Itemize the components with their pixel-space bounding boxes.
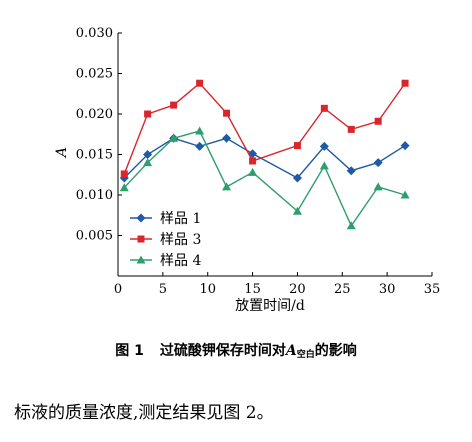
diamond-marker [373, 158, 383, 168]
triangle-marker [195, 126, 205, 135]
legend-item: 样品 4 [130, 253, 201, 269]
triangle-marker [136, 255, 146, 264]
chart-ticks: 0 5 10 15 20 25 30 35 0.005 0.010 0.015 0.020 0.025 0… [76, 26, 440, 297]
y-tick-label: 0.005 [76, 229, 113, 244]
square-marker [249, 157, 257, 165]
x-tick-label: 30 [379, 282, 396, 297]
diamond-marker [319, 141, 329, 151]
square-marker [137, 235, 145, 243]
x-tick-label: 20 [289, 282, 306, 297]
series-1 [119, 133, 410, 183]
diamond-marker [195, 141, 205, 151]
figure-number: 图 1 [115, 343, 144, 359]
series-3 [119, 126, 410, 230]
triangle-marker [119, 183, 129, 192]
triangle-marker [319, 161, 329, 170]
x-tick-label: 35 [424, 282, 441, 297]
square-marker [401, 79, 409, 87]
square-marker [170, 101, 178, 109]
square-marker [120, 170, 128, 178]
diamond-marker [346, 166, 356, 176]
square-marker [223, 109, 231, 117]
y-tick-label: 0.020 [76, 107, 113, 122]
diamond-marker [136, 213, 146, 223]
diamond-marker [222, 133, 232, 143]
figure-caption: 图 1 过硫酸钾保存时间对A空白的影响 [0, 340, 472, 360]
legend-label: 样品 4 [160, 253, 201, 269]
caption-title-sub: 空白 [296, 350, 315, 360]
x-axis-label: 放置时间/d [235, 298, 305, 314]
square-marker [374, 117, 382, 125]
legend-item: 样品 3 [130, 232, 201, 248]
triangle-marker [400, 190, 410, 199]
caption-title-var: A [285, 343, 297, 359]
series-2 [120, 79, 409, 178]
triangle-marker [292, 206, 302, 215]
diamond-marker [292, 173, 302, 183]
chart-legend: 样品 1 样品 3 样品 4 [130, 211, 201, 269]
diamond-marker [248, 149, 258, 159]
triangle-marker [143, 158, 153, 167]
diamond-marker [143, 150, 153, 159]
chart-series [119, 79, 410, 230]
legend-label: 样品 3 [160, 232, 201, 248]
square-marker [347, 125, 355, 133]
square-marker [320, 104, 328, 112]
y-tick-label: 0.030 [76, 26, 113, 41]
triangle-marker [222, 182, 232, 191]
x-tick-label: 25 [334, 282, 351, 297]
y-tick-label: 0.025 [76, 67, 113, 82]
x-tick-label: 10 [199, 282, 216, 297]
legend-label: 样品 1 [160, 211, 201, 227]
x-tick-label: 0 [114, 282, 122, 297]
caption-title-prefix: 过硫酸钾保存时间对 [159, 343, 286, 359]
square-marker [144, 110, 152, 118]
triangle-marker [169, 133, 179, 142]
body-paragraph: 标液的质量浓度,测定结果见图 2。 [14, 403, 274, 423]
triangle-marker [346, 221, 356, 230]
x-tick-label: 15 [244, 282, 261, 297]
square-marker [293, 142, 301, 150]
y-tick-label: 0.010 [76, 188, 113, 203]
diamond-marker [400, 141, 410, 151]
legend-item: 样品 1 [130, 211, 201, 227]
y-tick-label: 0.015 [76, 148, 113, 163]
line-chart: 0 5 10 15 20 25 30 35 0.005 0.010 0.015 0.020 0.025 0… [54, 26, 440, 314]
caption-title-suffix: 的影响 [314, 343, 357, 359]
x-tick-label: 5 [159, 282, 167, 297]
triangle-marker [248, 167, 258, 176]
y-axis-label: A [54, 147, 70, 159]
triangle-marker [373, 182, 383, 191]
square-marker [196, 79, 204, 87]
